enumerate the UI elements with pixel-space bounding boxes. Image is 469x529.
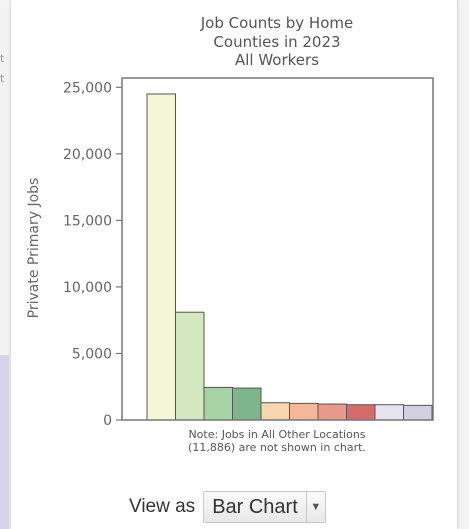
bar-9[interactable]: [374, 404, 404, 421]
y-tick-label: 20,000: [63, 147, 112, 163]
chevron-down-icon[interactable]: ▼: [310, 501, 322, 513]
left-edge-strip: [0, 355, 9, 529]
y-tick-label: 10,000: [63, 280, 112, 296]
y-axis-label: Private Primary Jobs: [26, 178, 42, 319]
bar-1[interactable]: [146, 93, 176, 421]
y-tick-label: 15,000: [63, 213, 112, 229]
chart-title-line-2: Counties in 2023: [213, 33, 340, 51]
chart-note-line-2: (11,886) are not shown in chart.: [188, 441, 366, 454]
left-edge-mark: t: [0, 52, 5, 65]
bar-3[interactable]: [203, 386, 233, 421]
bar-2[interactable]: [175, 311, 205, 421]
chart-type-select-value: Bar Chart: [204, 492, 307, 522]
chart-container: Job Counts by Home Counties in 2023 All …: [11, 0, 457, 470]
y-tick-label: 5,000: [72, 346, 112, 362]
bar-7[interactable]: [317, 403, 347, 421]
bar-chart: Job Counts by Home Counties in 2023 All …: [26, 14, 434, 454]
chart-title-line-1: Job Counts by Home: [200, 14, 353, 32]
left-edge-mark: t: [0, 72, 5, 85]
bar-4[interactable]: [232, 387, 262, 421]
view-as-control: View as Bar Chart ▼: [129, 491, 326, 523]
bar-6[interactable]: [289, 402, 319, 421]
chart-note-line-1: Note: Jobs in All Other Locations: [188, 428, 365, 441]
y-tick-label: 0: [103, 413, 112, 429]
plot-frame: [121, 77, 434, 421]
bar-5[interactable]: [260, 402, 290, 421]
view-as-label: View as: [129, 496, 196, 517]
chart-panel: [11, 0, 457, 529]
chart-type-select[interactable]: Bar Chart ▼: [203, 491, 326, 523]
bar-10[interactable]: [403, 404, 433, 421]
bar-8[interactable]: [346, 404, 376, 421]
y-tick-label: 25,000: [63, 80, 112, 96]
chart-title-line-3: All Workers: [235, 51, 319, 69]
